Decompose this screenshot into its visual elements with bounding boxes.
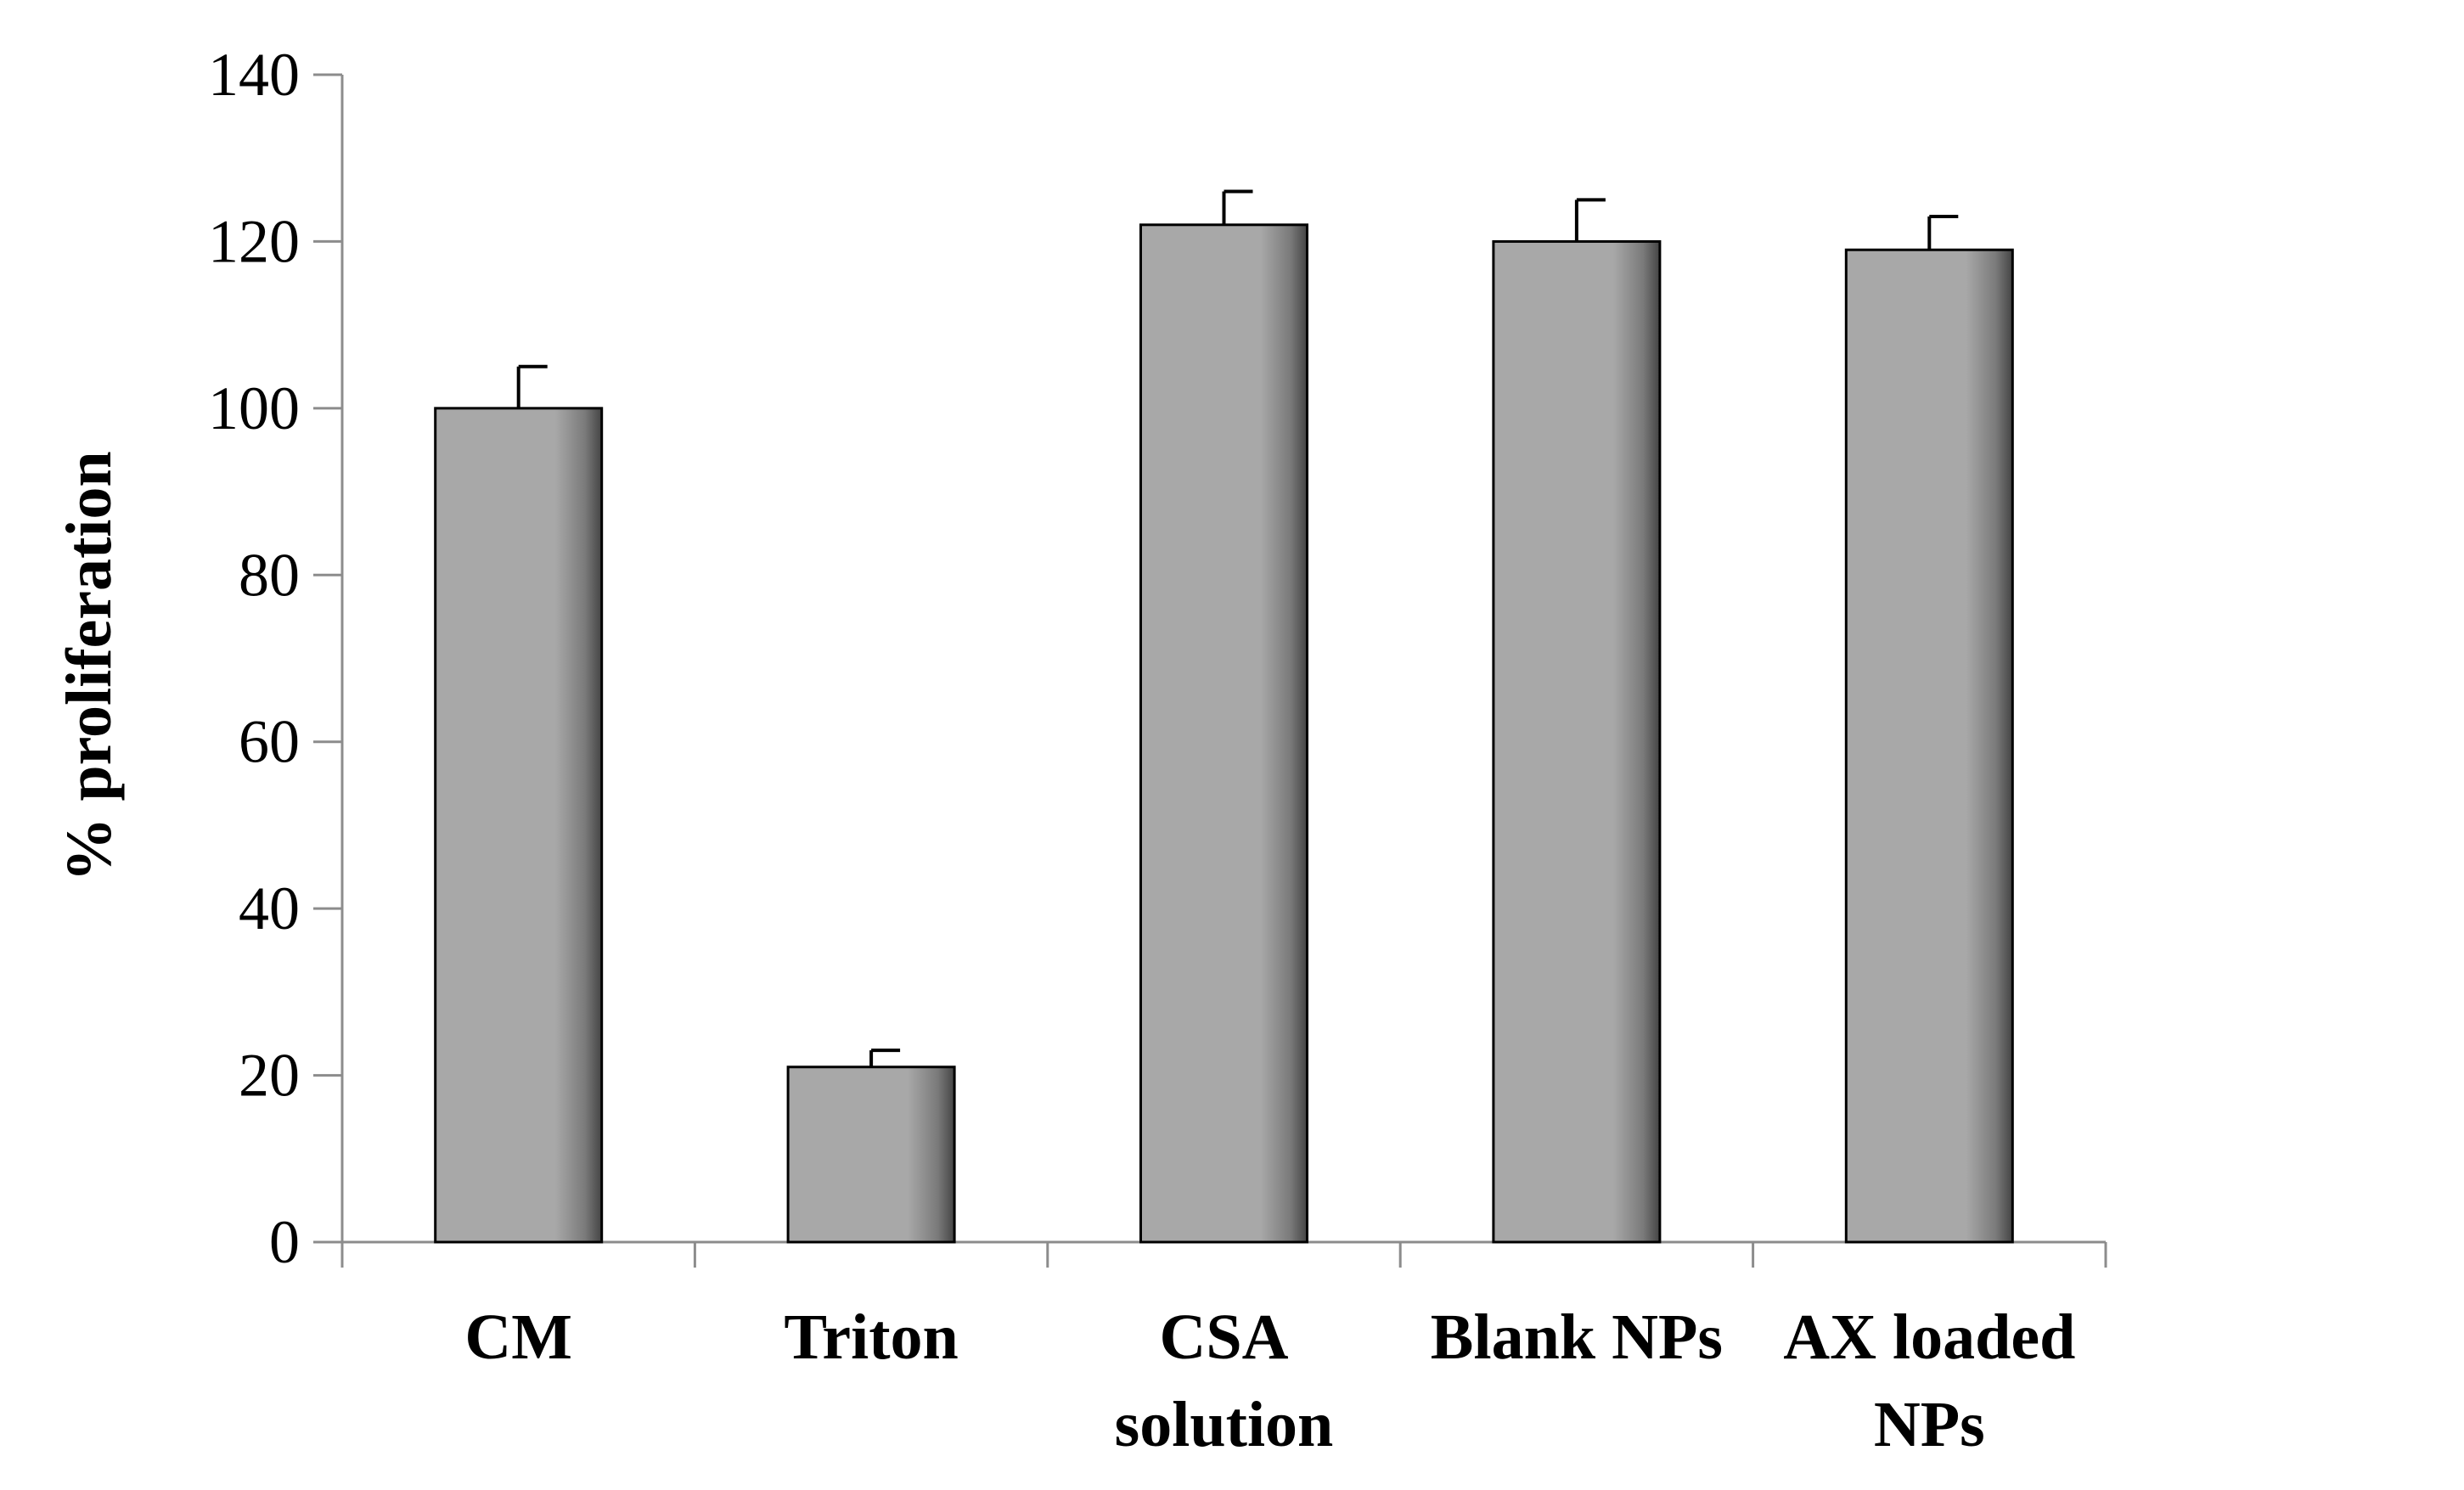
bar (1139, 223, 1308, 1244)
x-category-label: solution (1115, 1389, 1334, 1460)
y-tick-label: 40 (239, 874, 300, 942)
bar (1492, 239, 1662, 1244)
x-category-label: Blank NPs (1431, 1302, 1723, 1373)
bar (1844, 248, 2014, 1244)
bars (434, 189, 2014, 1244)
y-tick-label: 20 (239, 1042, 300, 1110)
x-category-label: CSA (1159, 1302, 1288, 1373)
bar (786, 1065, 956, 1244)
y-tick-label: 140 (208, 41, 300, 109)
x-category-label: AX loaded (1783, 1302, 2075, 1373)
labels: 0 20 40 60 80 100 120 140 CM Triton CSA solution Bla… (208, 41, 2075, 1460)
y-tick-label: 100 (208, 374, 300, 442)
axes (313, 73, 2107, 1268)
x-category-label: NPs (1874, 1389, 1985, 1460)
y-tick-label: 60 (239, 708, 300, 776)
x-category-label: Triton (784, 1302, 958, 1373)
y-tick-label: 80 (239, 541, 300, 609)
y-tick-label: 120 (208, 207, 300, 275)
y-tick-label: 0 (269, 1208, 300, 1276)
bar (434, 407, 604, 1244)
x-category-label: CM (464, 1302, 572, 1373)
y-axis-title: % proliferation (53, 451, 125, 881)
